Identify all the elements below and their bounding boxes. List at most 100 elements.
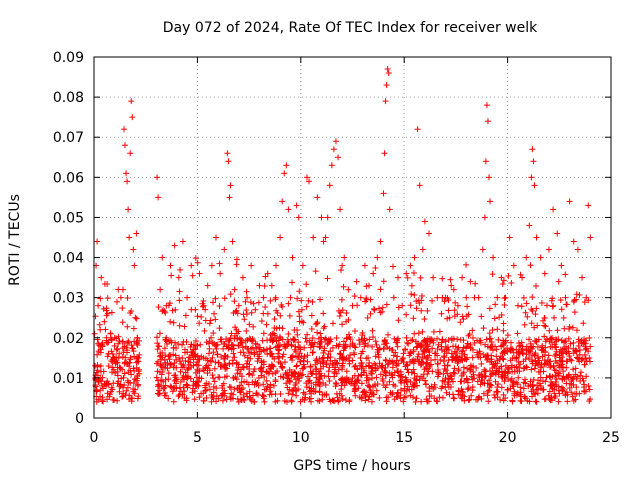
data-point (183, 397, 190, 404)
data-point (235, 361, 242, 368)
data-point (212, 316, 219, 323)
data-point (155, 343, 162, 350)
data-point (395, 390, 402, 397)
data-point (374, 254, 381, 261)
data-point (119, 338, 126, 345)
data-point (171, 372, 178, 379)
data-point (189, 272, 196, 279)
data-point (116, 350, 123, 357)
data-point (279, 325, 286, 332)
data-point (289, 357, 296, 364)
data-point (521, 376, 528, 383)
data-point (285, 390, 292, 397)
data-point (309, 349, 316, 356)
data-point (441, 298, 448, 305)
data-point (467, 344, 474, 351)
data-point (308, 342, 315, 349)
data-point (523, 300, 530, 307)
data-point (432, 356, 439, 363)
data-point (181, 388, 188, 395)
data-point (520, 294, 527, 301)
data-point (382, 98, 389, 105)
data-point (303, 384, 310, 391)
data-point (105, 363, 112, 370)
data-point (296, 313, 303, 320)
data-point (111, 355, 118, 362)
data-point (274, 309, 281, 316)
data-point (340, 283, 347, 290)
data-point (192, 346, 199, 353)
data-point (302, 335, 309, 342)
data-point (176, 288, 183, 295)
data-point (301, 344, 308, 351)
data-point (586, 386, 593, 393)
data-point (196, 368, 203, 375)
data-point (379, 304, 386, 311)
data-point (500, 277, 507, 284)
data-point (540, 386, 547, 393)
data-point (478, 313, 485, 320)
data-point (575, 355, 582, 362)
data-point (542, 395, 549, 402)
data-point (390, 359, 397, 366)
data-point (411, 330, 418, 337)
data-point (390, 294, 397, 301)
data-point (463, 375, 470, 382)
data-point (356, 341, 363, 348)
data-point (252, 306, 259, 313)
x-tick-label: 20 (499, 430, 517, 446)
data-point (395, 317, 402, 324)
x-tick-label: 25 (602, 430, 620, 446)
data-point (280, 374, 287, 381)
data-point (467, 278, 474, 285)
data-point (397, 373, 404, 380)
data-point (442, 338, 449, 345)
y-tick-label: 0.02 (53, 331, 84, 347)
data-point (336, 350, 343, 357)
data-point (546, 327, 553, 334)
data-point (576, 351, 583, 358)
data-point (249, 379, 256, 386)
data-point (166, 300, 173, 307)
data-point (333, 390, 340, 397)
data-point (408, 291, 415, 298)
data-point (249, 335, 256, 342)
data-point (384, 66, 391, 73)
data-point (94, 362, 101, 369)
data-point (550, 302, 557, 309)
data-point (500, 356, 507, 363)
data-point (339, 366, 346, 373)
data-point (447, 276, 454, 283)
data-point (403, 311, 410, 318)
data-point (407, 392, 414, 399)
data-point (402, 393, 409, 400)
data-point (470, 334, 477, 341)
data-point (273, 335, 280, 342)
data-point (285, 206, 292, 213)
data-point (274, 368, 281, 375)
data-point (370, 305, 377, 312)
data-point (354, 302, 361, 309)
data-point (252, 340, 259, 347)
data-point (502, 362, 509, 369)
data-point (173, 376, 180, 383)
data-point (465, 379, 472, 386)
data-point (111, 342, 118, 349)
data-point (286, 378, 293, 385)
data-point (119, 305, 126, 312)
data-point (394, 353, 401, 360)
data-point (227, 384, 234, 391)
data-point (486, 330, 493, 337)
data-point (305, 297, 312, 304)
data-point (248, 309, 255, 316)
data-point (386, 357, 393, 364)
data-point (243, 327, 250, 334)
data-point (231, 386, 238, 393)
data-point (317, 360, 324, 367)
data-point (276, 324, 283, 331)
data-point (295, 339, 302, 346)
data-point (585, 202, 592, 209)
data-point (177, 266, 184, 273)
data-point (486, 384, 493, 391)
data-point (194, 342, 201, 349)
